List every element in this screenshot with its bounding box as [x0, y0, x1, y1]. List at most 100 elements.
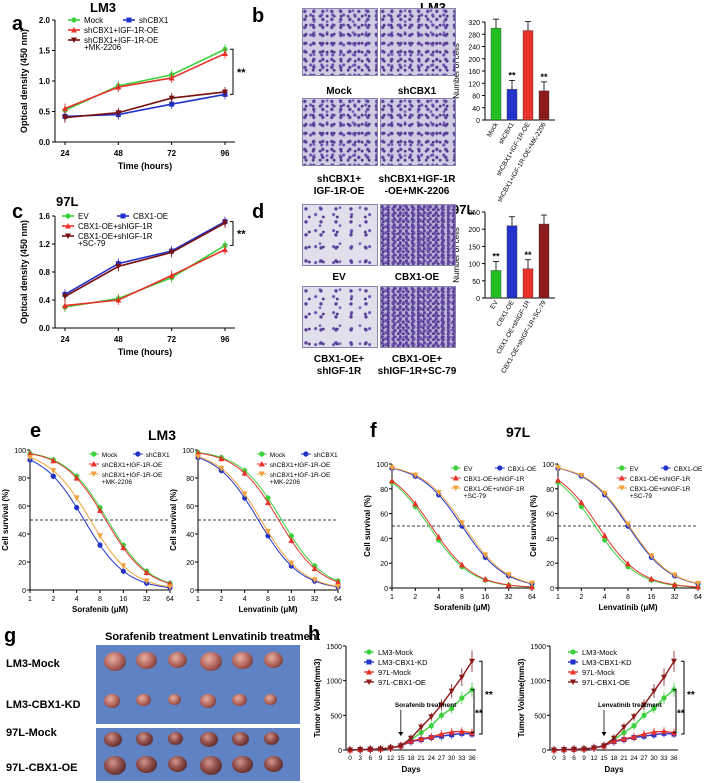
panel-b-image-label: -OE+MK-2206	[385, 186, 450, 197]
panel-h-sorafenib-data-point	[458, 674, 465, 681]
panel-d-image-label: CBX1-OE	[395, 272, 440, 283]
panel-a-sig-label: **	[237, 67, 246, 79]
panel-a-x-label: Time (hours)	[118, 161, 172, 171]
panel-h-lenvatinib-sig-bracket-inner	[673, 689, 677, 734]
panel-e-lenvatinib-x-tick-label: 1	[196, 596, 200, 603]
panel-d-y-tick-label: 150	[468, 244, 480, 251]
panel-d-sig-label: **	[524, 250, 532, 260]
panel-c-y-tick-label: 1.6	[39, 212, 51, 221]
panel-f-sorafenib-legend-label: CBX1-OE+shIGF-1R	[464, 486, 525, 493]
panel-b-y-tick-label: 320	[468, 20, 480, 27]
panel-label-e: e	[30, 420, 41, 442]
panel-a-legend-marker	[71, 17, 77, 23]
panel-f-lenvatinib-curve	[557, 481, 699, 588]
panel-h-lenvatinib-sig-label-outer: **	[687, 690, 695, 701]
panel-h-sorafenib-legend-marker	[366, 679, 372, 685]
panel-c-chart: 0.0 0.4 0.8 1.2 1.6 24 48 72 96 Time (hours) Optic…	[19, 212, 246, 357]
panel-f-sorafenib-data-point	[482, 552, 489, 558]
panel-h-sorafenib-x-label: Days	[401, 765, 421, 774]
panel-h-lenvatinib-x-tick-label: 3	[562, 755, 566, 762]
tumor-specimen	[200, 652, 222, 671]
panel-e-lenvatinib-legend-marker	[259, 451, 265, 457]
panel-f-sorafenib-curve	[391, 481, 533, 588]
panel-b-bar	[522, 30, 534, 121]
panel-f-sorafenib-legend-marker	[453, 465, 459, 471]
panel-f-sorafenib-y-tick-label: 80	[380, 487, 388, 494]
panel-h-sorafenib-y-tick-label: 500	[330, 713, 342, 720]
panel-e-sorafenib-data-point	[73, 495, 80, 502]
panel-e-sorafenib-data-point	[73, 475, 80, 481]
panel-h-lenvatinib-annotation: Lenvatinib treatment	[598, 702, 663, 709]
panel-h-sorafenib-x-tick-label: 15	[397, 755, 405, 762]
panel-a-legend-label: shCBX1	[139, 16, 169, 25]
tumor-specimen	[168, 694, 181, 706]
panel-a-legend-label: Mock	[84, 16, 104, 25]
panel-h-sorafenib-x-tick-label: 9	[379, 755, 383, 762]
panel-a-y-tick-label: 2.0	[39, 16, 51, 25]
panel-h-sorafenib-y-tick-label: 1500	[326, 644, 342, 651]
panel-e-lenvatinib-data-point	[241, 491, 248, 498]
panel-b-y-label: Number of cells	[452, 43, 461, 99]
panel-a-data-point	[115, 84, 122, 90]
panel-f-sorafenib-data-point	[529, 583, 535, 590]
panel-f-sorafenib-legend-marker	[452, 475, 459, 481]
panel-label-h: h	[308, 623, 320, 645]
tumor-specimen	[232, 756, 253, 774]
panel-h-lenvatinib-legend-label: LM3-CBX1-KD	[582, 658, 632, 667]
panel-e-lenvatinib-x-label: Lenvatinib (μM)	[238, 605, 297, 614]
panel-h-sorafenib-x-tick-label: 33	[458, 755, 466, 762]
panel-h-sorafenib-annotation: Sorafenib treatment	[395, 702, 457, 709]
panel-f-sorafenib-x-tick-label: 2	[413, 594, 417, 601]
panel-b-bar	[506, 89, 518, 121]
panel-e-lenvatinib-y-tick-label: 60	[186, 504, 194, 511]
panel-f-sorafenib-y-label: Cell survival (%)	[363, 495, 372, 557]
panel-f-lenvatinib-legend-label: CBX1-OE	[674, 466, 703, 473]
panel-h-lenvatinib-data-point	[561, 747, 567, 753]
tumor-specimen	[232, 694, 247, 707]
panel-g-row-lm3-mock: LM3-Mock	[6, 658, 61, 670]
panel-f-lenvatinib-legend-label-cont: +SC-79	[630, 493, 653, 500]
panel-c-legend-marker	[65, 213, 71, 219]
panel-a-data-point	[168, 74, 175, 81]
panel-b-image-label: shCBX1+	[317, 174, 361, 185]
panel-e-sorafenib-legend-label: shCBX1	[146, 452, 170, 459]
panel-f-sorafenib-x-label: Sorafenib (μM)	[434, 603, 490, 612]
panel-a-data-point	[222, 50, 228, 57]
tumor-specimen	[104, 732, 122, 748]
panel-e-lenvatinib-y-tick-label: 20	[186, 560, 194, 567]
panel-d-title: 97L	[452, 202, 474, 217]
panel-e-sorafenib-data-point	[143, 578, 150, 585]
panel-f-lenvatinib-y-tick-label: 20	[546, 561, 554, 568]
panel-h-lenvatinib-x-tick-label: 30	[650, 755, 658, 762]
panel-e-lenvatinib-data-point	[311, 577, 318, 583]
panel-f-lenvatinib-y-tick-label: 100	[542, 462, 554, 469]
panel-b-image-label: shCBX1	[398, 86, 437, 97]
panel-h-sorafenib-data-point	[438, 731, 445, 737]
panel-e-sorafenib-legend-marker	[90, 461, 97, 467]
panel-h-sorafenib-data-point	[459, 695, 465, 701]
panel-a-legend-marker	[126, 17, 132, 23]
panel-e-sorafenib-x-tick-label: 1	[28, 596, 32, 603]
panel-e-lenvatinib-data-point	[288, 537, 295, 543]
panel-e-lenvatinib-legend-marker	[258, 461, 265, 467]
panel-a-y-tick-label: 1.5	[39, 47, 51, 56]
panel-h-sorafenib-arrow-head	[398, 731, 404, 737]
panel-e-title: LM3	[148, 427, 176, 443]
panel-h-lenvatinib-data-point	[651, 688, 657, 695]
panel-e-sorafenib-legend-label-cont: +MK-2206	[102, 479, 133, 486]
tumor-specimen	[136, 694, 151, 707]
panel-d-bar	[506, 225, 518, 299]
panel-h-lenvatinib-x-tick-label: 21	[620, 755, 628, 762]
panel-b-y-tick-label: 240	[468, 45, 480, 52]
panel-e-sorafenib-x-tick-label: 64	[166, 596, 174, 603]
panel-h-lenvatinib-data-point	[661, 695, 667, 701]
panel-f-sorafenib-x-tick-label: 32	[505, 594, 513, 601]
panel-f-sorafenib-legend-label: CBX1-OE	[508, 466, 537, 473]
panel-a-y-tick-label: 0.5	[39, 108, 51, 117]
panel-a-data-point	[168, 95, 175, 102]
panel-f-sorafenib-y-tick-label: 60	[380, 512, 388, 519]
panel-h-sorafenib-legend-marker	[366, 649, 372, 655]
panel-c-sig-bracket	[230, 221, 234, 246]
panel-c-legend-label: CBX1-OE+shIGF-1R	[78, 222, 153, 231]
